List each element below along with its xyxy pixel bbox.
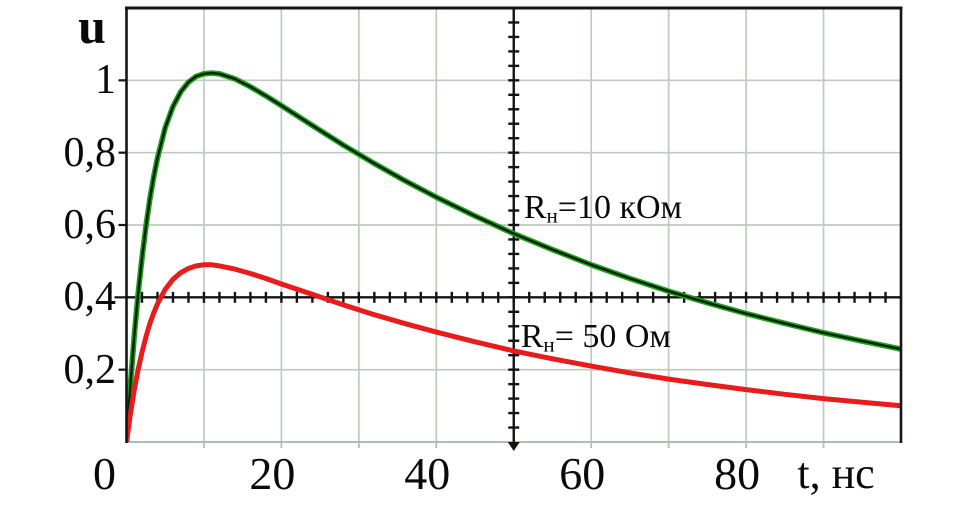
curve-annotation: Rн= 50 Ом: [521, 315, 671, 367]
annotation-subscript: н: [546, 203, 558, 228]
annotation-rest: =10 кОм: [557, 188, 683, 226]
annotation-subscript: н: [543, 332, 555, 357]
series-curve-1: [126, 262, 901, 442]
x-axis-title: t, нс: [797, 449, 875, 498]
y-tick-label: 0,4: [63, 274, 117, 321]
x-tick-label: 0: [93, 448, 116, 499]
y-tick-label: 0,6: [63, 202, 117, 248]
series-curve-0-core: [126, 71, 901, 442]
x-tick-label: 20: [249, 448, 296, 499]
annotation-prefix: R: [523, 188, 547, 226]
annotation-rest: = 50 Ом: [554, 318, 671, 356]
y-tick-label: 1: [95, 57, 116, 104]
annotation-prefix: R: [520, 318, 544, 356]
crosshair-arrow-icon: [507, 442, 520, 451]
x-tick-label: 80: [714, 448, 761, 499]
curve-annotation: Rн=10 кОм: [524, 186, 682, 238]
x-tick-label: 60: [559, 448, 606, 499]
y-tick-label: 0,2: [63, 346, 117, 393]
y-tick-label: 0,8: [63, 129, 117, 176]
y-axis-title: u: [78, 0, 106, 54]
x-tick-label: 40: [404, 448, 451, 499]
